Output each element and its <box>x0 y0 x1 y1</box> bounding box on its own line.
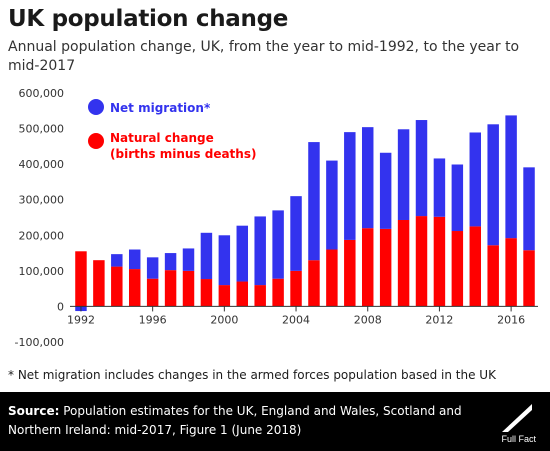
bar-natural-change <box>75 251 87 307</box>
bar-net-migration <box>254 216 266 286</box>
source-text: Population estimates for the UK, England… <box>8 404 462 437</box>
bar-natural-change <box>93 260 105 307</box>
bar-net-migration <box>290 196 302 271</box>
y-tick-label: 600,000 <box>19 87 65 100</box>
bar-natural-change <box>308 260 320 307</box>
bar-natural-change <box>128 269 141 307</box>
legend-natural-change-label: (births minus deaths) <box>110 147 256 161</box>
bar-natural-change <box>254 285 266 307</box>
bar-natural-change <box>397 219 410 307</box>
bar-natural-change <box>523 250 535 307</box>
bar-net-migration <box>200 232 213 280</box>
legend-net-migration-label: Net migration* <box>110 101 211 115</box>
bar-net-migration <box>308 142 320 261</box>
bar-natural-change <box>433 216 446 307</box>
bar-net-migration <box>128 249 141 270</box>
legend-natural-change-label: Natural change <box>110 131 214 145</box>
bar-net-migration <box>236 225 249 282</box>
bar-natural-change <box>379 228 392 307</box>
x-tick-label: 2000 <box>210 313 238 326</box>
y-tick-label: 200,000 <box>19 229 65 242</box>
bar-net-migration <box>164 253 177 271</box>
bar-natural-change <box>272 278 284 307</box>
full-fact-logo: Full Fact <box>488 402 536 444</box>
bar-net-migration <box>397 129 410 220</box>
bar-natural-change <box>469 226 482 307</box>
bar-net-migration <box>469 132 482 227</box>
bar-net-migration <box>344 132 356 240</box>
y-tick-label: 500,000 <box>19 123 65 136</box>
x-tick-label: 1996 <box>139 313 167 326</box>
bar-net-migration <box>146 257 159 279</box>
legend-natural-change-marker <box>88 133 104 149</box>
x-tick-label: 2012 <box>425 313 453 326</box>
legend-net-migration-marker <box>88 99 104 115</box>
x-tick-label: 2016 <box>497 313 525 326</box>
bar-natural-change <box>200 279 213 307</box>
chart-subtitle: Annual population change, UK, from the y… <box>8 39 520 74</box>
chart-title: UK population change <box>8 6 289 32</box>
bar-natural-change <box>146 278 159 307</box>
bar-natural-change <box>236 281 249 307</box>
bar-net-migration <box>361 127 374 229</box>
bar-net-migration <box>487 124 499 246</box>
footnote: * Net migration includes changes in the … <box>8 368 496 382</box>
y-tick-label: -100,000 <box>15 336 64 349</box>
bar-natural-change <box>182 270 195 307</box>
bar-natural-change <box>487 245 499 307</box>
bar-net-migration <box>415 120 428 217</box>
bar-natural-change <box>415 216 428 307</box>
bar-natural-change <box>111 266 123 307</box>
source-note: Source: Population estimates for the UK,… <box>8 402 478 440</box>
bar-natural-change <box>451 231 464 307</box>
y-tick-label: 300,000 <box>19 194 65 207</box>
bar-net-migration <box>111 254 123 267</box>
x-tick-label: 1992 <box>67 313 95 326</box>
x-tick-label: 2004 <box>282 313 310 326</box>
x-tick-label: 2008 <box>354 313 382 326</box>
bar-net-migration <box>433 158 446 217</box>
bar-natural-change <box>290 270 302 307</box>
y-tick-label: 0 <box>57 300 64 313</box>
bar-natural-change <box>218 285 231 307</box>
source-label: Source: <box>8 404 60 418</box>
bar-net-migration <box>523 167 535 251</box>
bar-net-migration <box>182 248 195 271</box>
bar-net-migration <box>505 115 517 239</box>
footer-bar: Source: Population estimates for the UK,… <box>0 392 550 451</box>
logo-text: Full Fact <box>501 434 536 444</box>
bar-net-migration <box>218 235 231 286</box>
bar-natural-change <box>326 249 338 307</box>
bar-net-migration <box>451 164 464 232</box>
bar-natural-change <box>344 239 356 307</box>
y-tick-label: 400,000 <box>19 158 65 171</box>
bar-natural-change <box>505 238 517 307</box>
bar-natural-change <box>361 228 374 307</box>
bar-chart: -100,000 0 100,000 200,000 300,000 400,000 500… <box>15 87 538 349</box>
bar-natural-change <box>164 270 177 307</box>
y-tick-label: 100,000 <box>19 265 65 278</box>
bar-net-migration <box>379 152 392 229</box>
full-fact-logo-icon <box>502 404 532 432</box>
bar-net-migration <box>326 160 338 250</box>
bar-net-migration <box>272 210 284 279</box>
